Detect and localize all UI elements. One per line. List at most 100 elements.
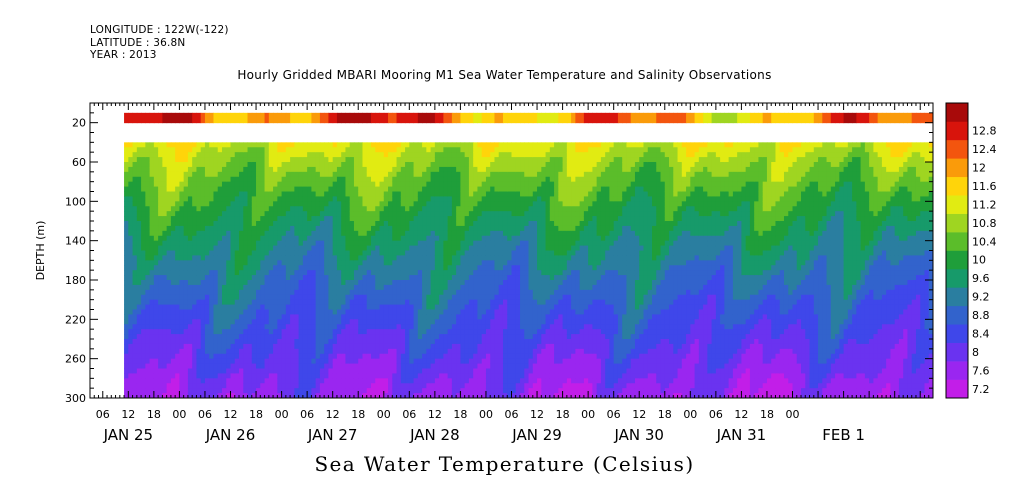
field-cell	[298, 112, 304, 124]
field-cell	[162, 353, 168, 360]
field-cell	[226, 334, 231, 340]
field-cell	[375, 284, 381, 291]
field-cell	[371, 319, 376, 325]
field-cell	[515, 368, 521, 374]
field-cell	[234, 348, 240, 355]
field-cell	[439, 348, 444, 355]
field-cell	[511, 176, 517, 183]
field-cell	[396, 181, 402, 188]
field-cell	[353, 339, 359, 345]
field-cell	[353, 201, 359, 207]
field-cell	[460, 363, 466, 369]
field-cell	[298, 157, 304, 163]
field-cell	[311, 186, 317, 192]
field-cell	[200, 275, 206, 281]
field-cell	[162, 270, 168, 276]
field-cell	[498, 201, 504, 207]
field-cell	[311, 265, 317, 271]
field-cell	[375, 186, 381, 192]
field-cell	[328, 309, 334, 315]
field-cell	[141, 329, 146, 335]
field-cell	[490, 275, 495, 281]
field-cell	[153, 191, 159, 197]
field-cell	[524, 191, 530, 197]
field-cell	[341, 363, 346, 369]
field-cell	[192, 329, 197, 335]
field-cell	[230, 142, 236, 148]
field-cell	[345, 260, 351, 266]
field-cell	[417, 334, 423, 340]
field-cell	[128, 255, 134, 261]
field-cell	[226, 216, 231, 222]
field-cell	[358, 334, 363, 340]
field-cell	[477, 270, 483, 276]
field-cell	[417, 314, 423, 320]
field-cell	[298, 334, 304, 340]
field-cell	[328, 201, 334, 207]
field-cell	[251, 343, 257, 350]
field-cell	[230, 191, 236, 197]
field-cell	[141, 284, 146, 291]
field-cell	[464, 388, 470, 394]
field-cell	[417, 339, 423, 345]
field-cell	[494, 171, 500, 178]
field-cell	[251, 373, 257, 379]
field-cell	[426, 383, 432, 389]
field-cell	[277, 171, 283, 178]
field-cell	[375, 275, 381, 281]
field-cell	[328, 240, 334, 247]
field-cell	[213, 166, 219, 173]
field-cell	[413, 358, 419, 365]
field-cell	[366, 329, 372, 335]
field-cell	[396, 250, 402, 256]
field-cell	[170, 265, 176, 271]
field-cell	[273, 186, 278, 192]
field-cell	[221, 368, 227, 374]
field-cell	[451, 142, 457, 148]
field-cell	[192, 324, 197, 330]
field-cell	[204, 270, 210, 276]
field-cell	[430, 383, 436, 389]
field-cell	[507, 191, 512, 197]
field-cell	[187, 206, 193, 212]
field-cell	[277, 358, 283, 365]
field-cell	[226, 250, 231, 256]
field-cell	[443, 334, 449, 340]
field-cell	[200, 265, 206, 271]
field-cell	[226, 270, 231, 276]
field-cell	[392, 240, 398, 247]
field-cell	[332, 284, 338, 291]
field-cell	[251, 314, 257, 320]
field-cell	[494, 373, 500, 379]
field-cell	[162, 181, 168, 188]
field-cell	[464, 275, 470, 281]
field-cell	[371, 235, 376, 242]
field-cell	[422, 235, 427, 242]
field-cell	[319, 201, 325, 207]
field-cell	[456, 147, 461, 153]
field-cell	[298, 304, 304, 310]
field-cell	[294, 353, 300, 360]
field-cell	[187, 225, 193, 232]
field-cell	[136, 265, 142, 271]
field-cell	[260, 393, 266, 399]
field-cell	[341, 289, 346, 296]
field-cell	[456, 112, 461, 124]
field-cell	[268, 221, 274, 227]
field-cell	[209, 339, 214, 345]
field-cell	[443, 142, 449, 148]
field-cell	[307, 299, 312, 306]
field-cell	[251, 250, 257, 256]
field-cell	[447, 245, 453, 251]
field-cell	[179, 230, 185, 237]
field-cell	[319, 304, 325, 310]
field-cell	[226, 265, 231, 271]
field-cell	[256, 348, 261, 355]
field-cell	[353, 383, 359, 389]
field-cell	[290, 152, 295, 158]
field-cell	[132, 339, 138, 345]
field-cell	[498, 314, 504, 320]
field-cell	[277, 309, 283, 315]
field-cell	[247, 299, 253, 306]
field-cell	[260, 299, 266, 306]
